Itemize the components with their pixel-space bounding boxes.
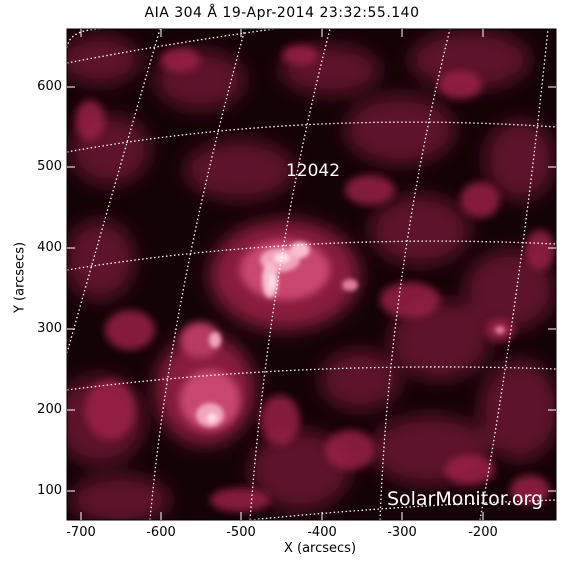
y-tick-label: 500	[37, 159, 62, 174]
y-tick-label: 100	[37, 483, 62, 498]
active-region-label: 12042	[286, 161, 340, 181]
x-tick-label: -700	[66, 525, 96, 540]
x-tick-label: -500	[226, 525, 256, 540]
heliographic-grid	[67, 29, 556, 520]
y-axis-label: Y (arcsecs)	[12, 241, 28, 314]
y-tick-label: 600	[37, 79, 62, 94]
x-tick-label: -300	[387, 525, 417, 540]
y-tick-label: 200	[37, 402, 62, 417]
y-tick-marks	[67, 86, 556, 492]
x-tick-label: -600	[146, 525, 176, 540]
y-tick-label: 400	[37, 240, 62, 255]
solarmonitor-watermark: SolarMonitor.org	[387, 488, 543, 510]
plot-title: AIA 304 Å 19-Apr-2014 23:32:55.140	[144, 5, 420, 21]
x-tick-label: -200	[468, 525, 498, 540]
x-axis-label: X (arcsecs)	[283, 541, 357, 556]
y-tick-label: 300	[37, 321, 62, 336]
aia-304-image: 12042 SolarMonitor.org	[67, 29, 556, 520]
plot-frame	[66, 28, 557, 521]
x-tick-marks	[80, 29, 484, 520]
x-tick-label: -400	[307, 525, 337, 540]
